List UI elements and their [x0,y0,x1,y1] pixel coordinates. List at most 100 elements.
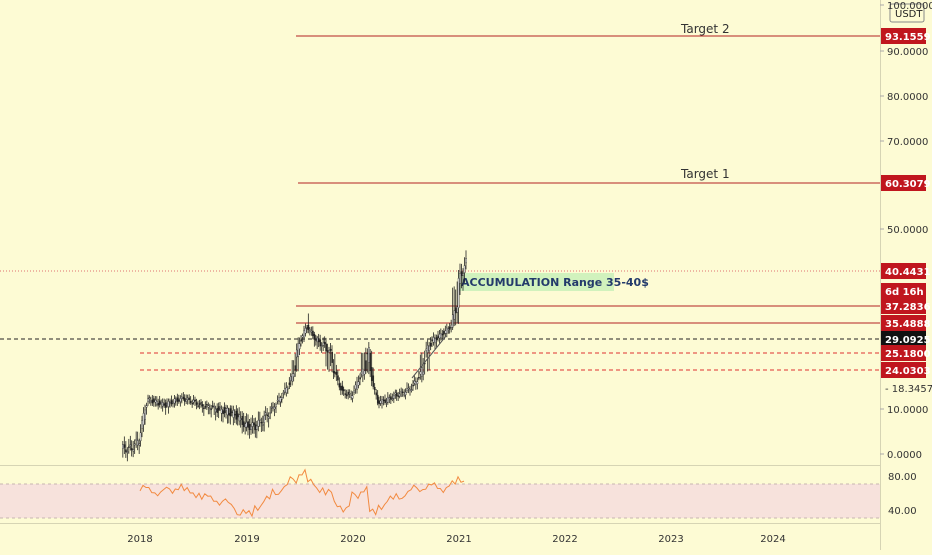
rsi-line [139,468,465,518]
price-tag-text: 35.4888 [885,319,931,330]
time-tick-label: 2023 [658,534,683,545]
candle-body [418,377,420,379]
candle-body [204,406,207,408]
candle-body [273,407,276,410]
candle-body [381,399,383,404]
price-tag-text: 40.4431 [885,267,931,278]
price-tag-text: 25.1800 [885,349,931,360]
candle-body [441,333,444,336]
price-ticks: 0.0000 10.0000 50.0000 70.0000 80.0000 90.000… [880,1,932,461]
candle-body [434,338,436,344]
candle-body [157,402,160,406]
price-tag-text: 6d 16h [885,287,924,298]
candle-body [238,414,241,422]
candle-body [375,392,378,396]
candle-body [369,352,372,372]
candle-body [161,402,164,407]
candle-body [209,408,211,411]
time-tick-label: 2018 [127,534,152,545]
candle-body [390,396,392,400]
candle-body [409,389,411,392]
candle-body [404,391,407,396]
candle-body [378,400,380,405]
candle-body [198,403,201,405]
candle-body [207,405,210,408]
candle-body [185,399,188,402]
candle-body [287,387,289,390]
candle-body [186,397,189,401]
candle-body [437,335,439,339]
candle-body [334,372,336,374]
candle-body [129,444,132,446]
candle-body [154,399,157,403]
candle-body [384,399,386,403]
candle-body [444,330,447,334]
candle-body [413,380,416,384]
candle-body [214,408,217,413]
time-tick-label: 2021 [446,534,471,545]
candle-body [295,349,298,358]
candle-body [306,327,308,329]
candle-body [451,314,454,328]
accumulation-box[interactable] [458,273,614,291]
price-tag-text: 93.1559 [885,32,931,43]
candle-body [251,422,254,427]
candle-body [340,385,342,391]
candle-body [236,413,239,418]
candle-body [385,401,388,403]
candle-body [382,399,385,402]
candle-body [259,419,261,421]
candle-body [181,396,183,399]
candle-body [145,405,148,408]
candle-body [357,381,360,386]
candle-body [276,399,279,402]
candle-body [189,400,192,403]
candle-body [229,408,232,417]
price-tag-bg [881,175,926,191]
candle-body [453,310,456,320]
candle-body [328,350,330,353]
candle-body [460,271,463,276]
accumulation-label: ACCUMULATION Range 35-40$ [461,276,649,289]
candle-body [421,367,423,377]
price-tag-text: 29.0925 [885,335,931,346]
candle-body [312,330,314,337]
candle-body [360,371,363,375]
candle-body [456,306,459,313]
candle-body [323,341,326,344]
candle-body [372,375,375,387]
candle-body [232,410,235,418]
candle-body [363,370,366,375]
candle-body [325,343,327,352]
price-tag-text: 37.2836 [885,302,931,313]
candle-body [176,397,179,402]
candle-body [310,330,313,333]
price-tick-label: 50.0000 [887,225,928,236]
candle-body [183,398,186,402]
candle-body [448,326,451,330]
candle-body [362,368,364,377]
candle-body [123,444,126,448]
candle-body [156,400,158,405]
candle-body [267,416,270,419]
candle-body [285,387,288,394]
candle-body [345,394,348,397]
candle-body [410,389,413,391]
candle-body [313,334,316,340]
candle-body [210,408,213,410]
currency-label: USDT [895,9,923,20]
candle-body [454,307,457,314]
candle-body [211,405,214,407]
candle-body [431,339,433,341]
candle-body [148,397,151,399]
candle-body [147,398,149,402]
candle-body [217,406,220,411]
currency-badge[interactable] [889,3,925,23]
candle-body [126,451,129,453]
candle-body [135,438,138,441]
candle-body [300,339,302,342]
time-tick-label: 2020 [340,534,365,545]
candle-body [422,371,425,375]
candle-body [416,381,419,384]
